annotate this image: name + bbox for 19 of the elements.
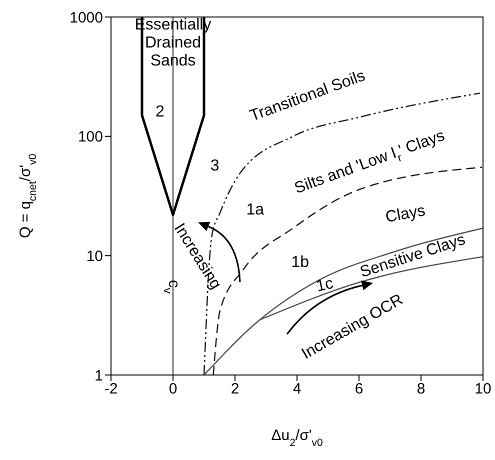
x-axis-title: Δu$_{2}$/σ'$_{v0}$ bbox=[271, 427, 323, 449]
annotation: 1a bbox=[246, 202, 264, 219]
x-tick-label: 2 bbox=[230, 380, 240, 398]
x-tick-label: 8 bbox=[416, 380, 426, 398]
y-tick-label: 1 bbox=[94, 367, 103, 384]
x-tick-label: -2 bbox=[104, 380, 118, 398]
y-tick-label: 100 bbox=[78, 128, 103, 146]
x-tick-label: 6 bbox=[354, 380, 364, 398]
x-tick-label: 0 bbox=[168, 380, 178, 398]
x-tick-label: 10 bbox=[474, 380, 492, 398]
annotation: 1b bbox=[291, 254, 310, 272]
y-tick-label: 10 bbox=[86, 248, 103, 265]
annotation: 3 bbox=[210, 158, 220, 175]
y-tick-label: 1000 bbox=[70, 9, 103, 26]
annotation: 2 bbox=[156, 104, 165, 121]
annotation: Clays bbox=[384, 202, 427, 226]
x-tick-label: 4 bbox=[292, 380, 302, 398]
annotation: 1c bbox=[314, 275, 335, 296]
annotation: Sensitive Clays bbox=[358, 231, 468, 282]
